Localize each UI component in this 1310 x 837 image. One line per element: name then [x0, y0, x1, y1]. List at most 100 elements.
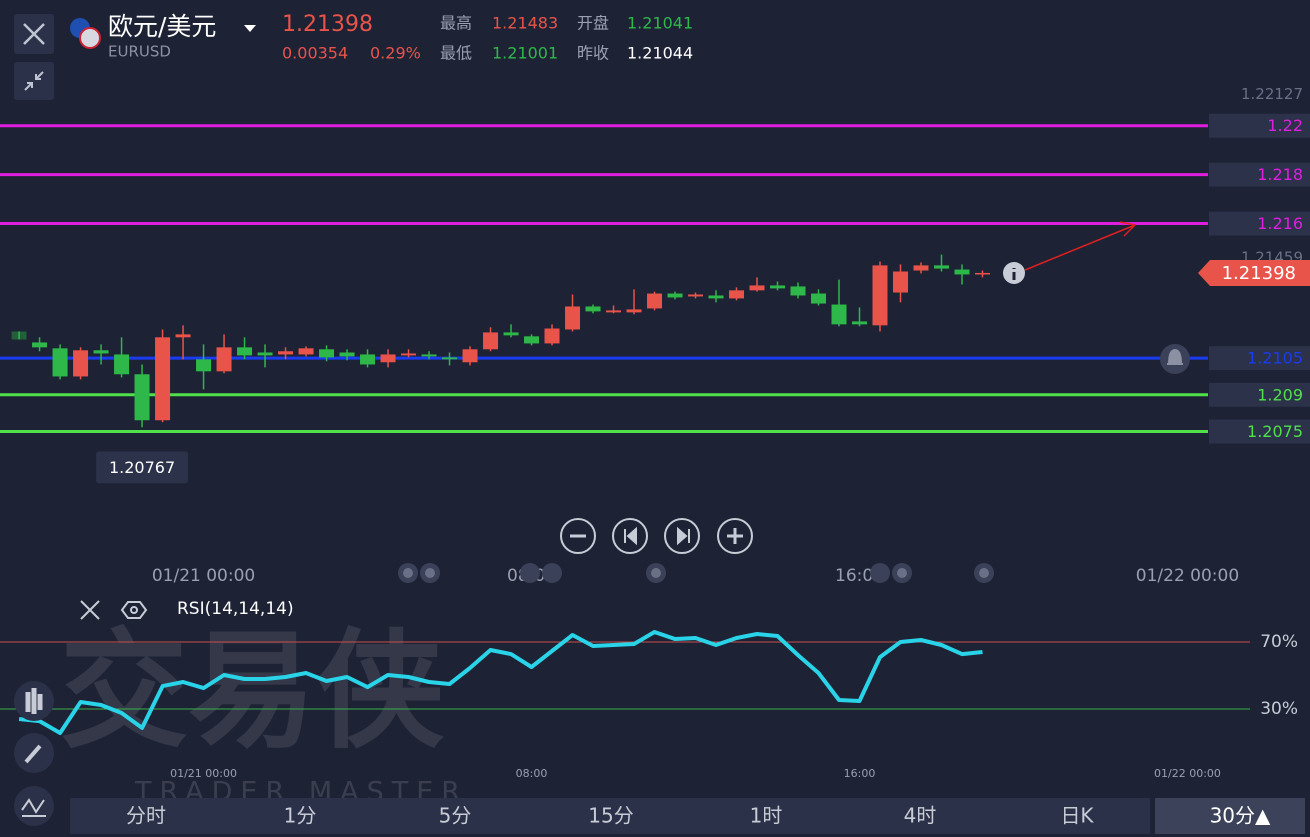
- level-label: 1.209: [1257, 385, 1303, 404]
- step-forward[interactable]: [664, 518, 700, 554]
- candle-body: [257, 352, 273, 356]
- level-label: 1.2075: [1247, 422, 1303, 441]
- candle-body: [544, 328, 560, 344]
- candle-body: [729, 290, 745, 299]
- nav-buttons: [560, 518, 753, 554]
- rsi-close[interactable]: [80, 600, 100, 620]
- dot: [651, 568, 661, 578]
- dropdown-icon[interactable]: [244, 25, 256, 32]
- x-tick-label: 01/22 00:00: [1154, 767, 1221, 780]
- code: EURUSD: [108, 43, 171, 61]
- candle-body: [442, 357, 458, 360]
- candle-body: [483, 332, 499, 350]
- candle-body: [524, 336, 540, 344]
- candle-body: [749, 285, 765, 291]
- symbol[interactable]: 欧元/美元: [108, 12, 216, 41]
- level-label-bg: [1209, 419, 1310, 444]
- candle-body: [606, 310, 622, 313]
- candle-body: [647, 293, 663, 309]
- candle-body: [155, 337, 171, 421]
- price: 1.21398: [282, 12, 373, 37]
- candle-body: [688, 294, 704, 297]
- candle-body: [360, 354, 376, 365]
- x-tick-label: 01/21 00:00: [170, 767, 237, 780]
- rsi-title: RSI(14,14,14): [177, 599, 294, 619]
- stat-label: 昨收: [577, 44, 609, 63]
- icon: [727, 528, 743, 544]
- low-annotation-bg: [96, 451, 189, 484]
- tab-selected-bg: [1155, 798, 1305, 834]
- dot: [403, 568, 413, 578]
- candle-body: [339, 352, 355, 357]
- candle-body: [708, 295, 724, 299]
- tab[interactable]: 5分: [439, 804, 472, 828]
- candle-body: [380, 354, 396, 363]
- candle-body: [114, 354, 130, 375]
- dot[interactable]: [520, 563, 540, 583]
- candle-body: [278, 351, 294, 355]
- candle-body: [462, 349, 478, 363]
- dot[interactable]: [542, 563, 562, 583]
- tabs: 分时 1分 5分 15分 1时 4时 日K 30分▲: [126, 804, 1271, 828]
- close-icon: [23, 23, 45, 45]
- level-label-bg: [1209, 162, 1310, 187]
- candle-body: [667, 293, 683, 298]
- bell-icon: [1167, 348, 1183, 365]
- dot: [425, 568, 435, 578]
- candle-body: [770, 285, 786, 289]
- tab[interactable]: 1分: [284, 804, 317, 828]
- candle-body: [954, 269, 970, 275]
- icon: [21, 798, 46, 817]
- last-price: 1.21398: [1222, 263, 1296, 284]
- tab[interactable]: 4时: [904, 804, 937, 828]
- dot: [979, 568, 989, 578]
- candle-body: [216, 347, 232, 372]
- tab[interactable]: 日K: [1060, 804, 1094, 828]
- plot: 1.22 1.218 1.216 1.2105 1.209 1.2075 1.22127 1.…: [0, 85, 1310, 780]
- x-tick-label: 08:00: [516, 767, 548, 780]
- x-tick-label: 01/22 00:00: [1136, 566, 1239, 586]
- zoom-in[interactable]: [717, 518, 753, 554]
- axis-label: 1.22127: [1241, 85, 1303, 103]
- x-tick-label: 01/21 00:00: [152, 566, 255, 586]
- tab[interactable]: 15分: [588, 804, 633, 828]
- zoom-out[interactable]: [560, 518, 596, 554]
- dot[interactable]: [870, 563, 890, 583]
- candle-body: [11, 331, 27, 340]
- level-label: 1.218: [1257, 165, 1303, 184]
- candle-body: [974, 272, 990, 275]
- flag-us: [79, 27, 101, 49]
- stat-label: 最高: [440, 14, 472, 33]
- candle-body: [237, 347, 253, 356]
- icon: [677, 526, 690, 546]
- candle-body: [585, 306, 601, 312]
- change: 0.00354: [282, 44, 348, 63]
- stat-value: 1.21483: [492, 14, 558, 33]
- shrink-button[interactable]: [14, 62, 54, 100]
- candle-body: [503, 332, 519, 336]
- tab[interactable]: 30分▲: [1210, 804, 1271, 828]
- tool-indicator[interactable]: [14, 786, 54, 826]
- last-price-tag: [1198, 259, 1310, 286]
- icon: [24, 744, 42, 764]
- candle-body: [811, 293, 827, 304]
- tab[interactable]: 1时: [750, 804, 783, 828]
- y-tick-label: 30%: [1260, 699, 1298, 719]
- candle-body: [421, 354, 437, 357]
- candle-body: [298, 348, 314, 355]
- rsi-settings[interactable]: [120, 601, 148, 619]
- candle-body: [933, 265, 949, 269]
- stat-value: 1.21041: [627, 14, 693, 33]
- step-back[interactable]: [612, 518, 648, 554]
- candle-body: [134, 374, 150, 421]
- change-pct: 0.29%: [370, 44, 421, 63]
- candle-body: [565, 306, 581, 330]
- tab[interactable]: 分时: [126, 804, 166, 828]
- candle-body: [831, 304, 847, 325]
- candle-body: [401, 353, 417, 356]
- candle-body: [93, 350, 109, 354]
- icon: [624, 526, 637, 546]
- candle-body: [872, 265, 888, 326]
- candle-body: [319, 349, 335, 358]
